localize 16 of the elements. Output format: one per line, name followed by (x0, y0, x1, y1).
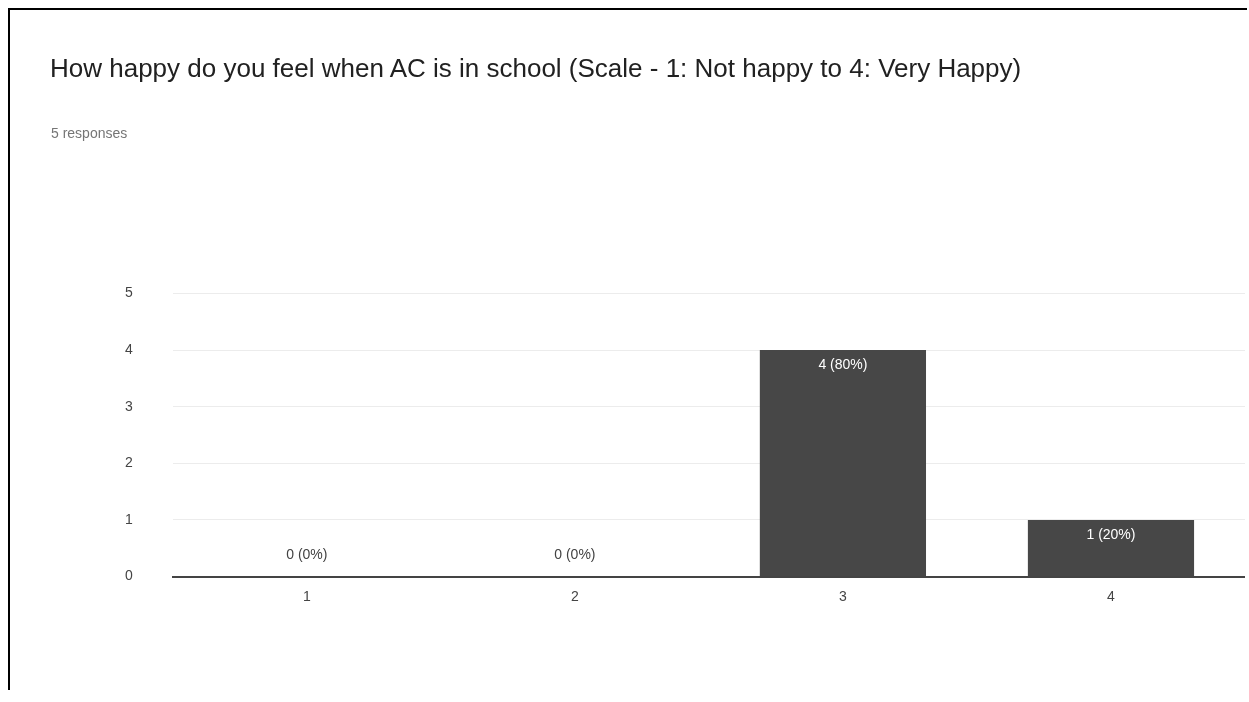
x-tick-label: 3 (839, 587, 848, 604)
data-label: 4 (80%) (818, 355, 868, 372)
y-tick-label: 1 (124, 510, 133, 527)
x-tick-label: 4 (1107, 587, 1116, 604)
y-tick-label: 0 (124, 567, 133, 584)
y-tick-label: 2 (124, 454, 133, 471)
x-tick-label: 2 (570, 587, 579, 604)
y-tick-label: 3 (124, 397, 133, 414)
y-tick-label: 4 (124, 340, 133, 357)
chart-title: How happy do you feel when AC is in school (Scale - 1: Not happy to 4: Very Happy) (50, 52, 1023, 85)
data-label: 1 (20%) (1086, 525, 1136, 542)
x-tick-label: 1 (302, 587, 311, 604)
y-tick-label: 5 (124, 284, 133, 301)
data-label: 0 (0%) (286, 546, 328, 563)
chart-subtitle: 5 responses (51, 125, 128, 141)
data-label: 0 (0%) (554, 546, 596, 563)
